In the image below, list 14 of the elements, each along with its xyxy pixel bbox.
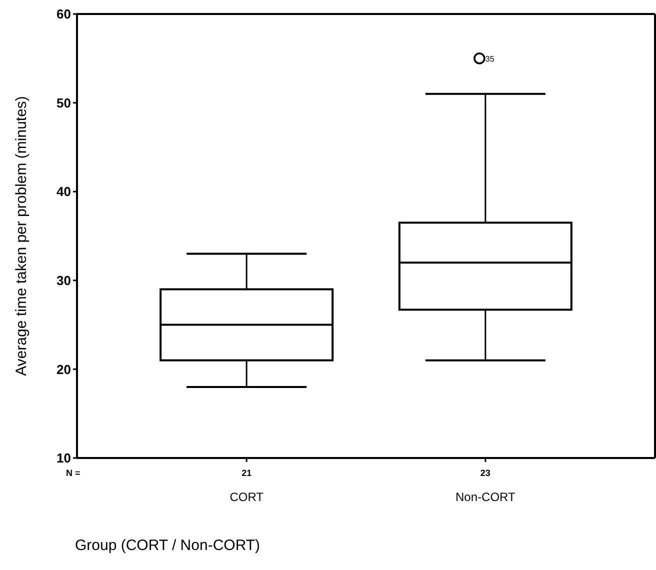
text: 23 <box>480 468 490 478</box>
x-tick-label: CORT <box>230 490 264 504</box>
y-tick-label: 40 <box>56 184 71 200</box>
y-tick-label: 10 <box>56 450 71 466</box>
annotation: 35 <box>485 54 495 64</box>
y-tick-label: 50 <box>56 95 71 110</box>
text: N = <box>66 468 80 478</box>
x-axis-title: Group (CORT / Non-CORT) <box>75 537 260 554</box>
y-axis-title: Average time taken per problem (minutes) <box>13 96 30 376</box>
x-tick-label: Non-CORT <box>456 490 516 504</box>
y-tick-label: 20 <box>56 362 71 377</box>
text: 21 <box>242 468 252 478</box>
y-tick-label: 30 <box>56 272 71 288</box>
y-tick-label: 60 <box>56 6 71 22</box>
